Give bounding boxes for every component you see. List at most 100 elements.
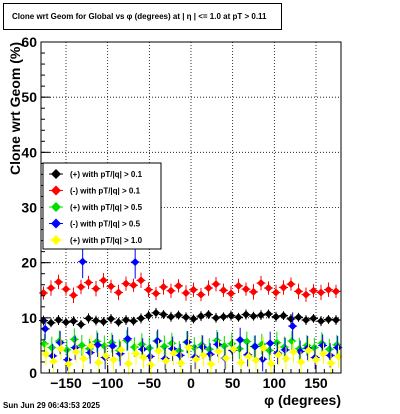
timestamp: Sun Jun 29 06:43:53 2025 <box>3 401 100 410</box>
data-point <box>154 346 163 355</box>
data-point <box>287 280 295 289</box>
data-point <box>324 285 333 294</box>
data-point <box>304 346 313 355</box>
data-point <box>77 282 85 291</box>
data-point <box>204 284 213 293</box>
data-point <box>129 281 138 290</box>
data-point <box>174 281 183 290</box>
legend-label: (-) with pT/|q| > 0.5 <box>70 220 141 229</box>
data-point <box>257 279 265 288</box>
data-point <box>234 281 243 290</box>
data-point <box>326 351 335 360</box>
x-tick-label: −50 <box>137 375 161 391</box>
data-point <box>69 317 78 326</box>
data-point <box>152 289 160 298</box>
data-point <box>108 341 117 350</box>
data-point <box>100 341 109 350</box>
data-point <box>274 350 283 359</box>
data-point <box>192 355 200 364</box>
data-point <box>117 345 125 354</box>
data-point <box>78 257 87 266</box>
data-point <box>267 359 275 368</box>
data-point <box>109 355 118 364</box>
y-tick-label: 20 <box>21 255 37 271</box>
data-point <box>57 344 65 353</box>
data-point <box>259 344 268 353</box>
data-point <box>47 284 55 293</box>
y-tick-label: 10 <box>21 310 37 326</box>
data-point <box>147 360 155 369</box>
data-point <box>234 313 243 322</box>
data-point <box>251 342 260 351</box>
data-point <box>272 312 280 321</box>
data-point <box>138 345 147 354</box>
data-point <box>288 322 297 331</box>
data-point <box>207 360 215 369</box>
data-point <box>219 312 228 321</box>
data-point <box>206 350 215 359</box>
series-5 <box>41 334 343 377</box>
data-point <box>227 289 235 298</box>
data-point <box>49 357 58 366</box>
data-point <box>131 258 140 267</box>
legend: (+) with pT/|q| > 0.1 (-) with pT/|q| > 0… <box>42 162 162 250</box>
data-point <box>244 352 253 361</box>
data-point <box>204 310 213 319</box>
data-point <box>220 341 229 350</box>
y-tick-label: 40 <box>21 144 37 160</box>
x-tick-label: 100 <box>263 375 287 391</box>
data-point <box>297 357 305 366</box>
legend-marker <box>51 202 61 212</box>
data-point <box>79 354 88 363</box>
data-point <box>84 278 93 287</box>
data-point <box>287 337 296 346</box>
y-axis-label: Clone wrt Geom (%) <box>7 42 23 175</box>
data-point <box>77 320 85 329</box>
data-point <box>237 358 245 367</box>
x-tick-label: −150 <box>50 375 82 391</box>
legend-label: (+) with pT/|q| > 1.0 <box>70 236 143 245</box>
data-point <box>242 337 251 346</box>
x-tick-label: 50 <box>225 375 241 391</box>
data-point <box>137 276 145 285</box>
data-point <box>264 309 273 318</box>
data-point <box>242 310 250 319</box>
data-point <box>189 285 198 294</box>
data-point <box>317 317 325 326</box>
data-point <box>249 287 258 296</box>
data-point <box>318 341 327 350</box>
legend-entry: (+) with pT/|q| > 0.5 <box>49 202 143 212</box>
data-point <box>144 285 153 294</box>
data-point <box>229 345 238 354</box>
data-point <box>169 349 178 358</box>
data-point <box>309 286 318 295</box>
data-point <box>242 285 250 294</box>
data-point <box>92 316 100 325</box>
data-point <box>167 286 175 295</box>
data-point <box>144 311 153 320</box>
data-point <box>312 355 320 364</box>
data-point <box>183 338 192 347</box>
data-point <box>176 351 185 360</box>
data-point <box>130 343 139 352</box>
data-point <box>214 347 223 356</box>
x-axis-label: φ (degrees) <box>264 392 341 408</box>
y-tick-label: 50 <box>21 89 37 105</box>
data-point <box>139 353 148 362</box>
title-box: Clone wrt Geom for Global vs φ (degrees)… <box>3 3 282 30</box>
data-point <box>282 354 290 363</box>
data-point <box>122 279 130 288</box>
data-point <box>302 316 310 325</box>
data-point <box>99 276 108 285</box>
data-point <box>182 289 190 298</box>
data-point <box>153 337 162 346</box>
data-point <box>289 348 298 357</box>
data-series <box>39 245 343 377</box>
data-point <box>87 341 95 350</box>
data-point <box>167 312 175 321</box>
data-point <box>182 313 190 322</box>
data-point <box>309 314 318 323</box>
data-point <box>48 351 57 360</box>
x-tick-label: −100 <box>92 375 124 391</box>
data-point <box>257 311 265 320</box>
